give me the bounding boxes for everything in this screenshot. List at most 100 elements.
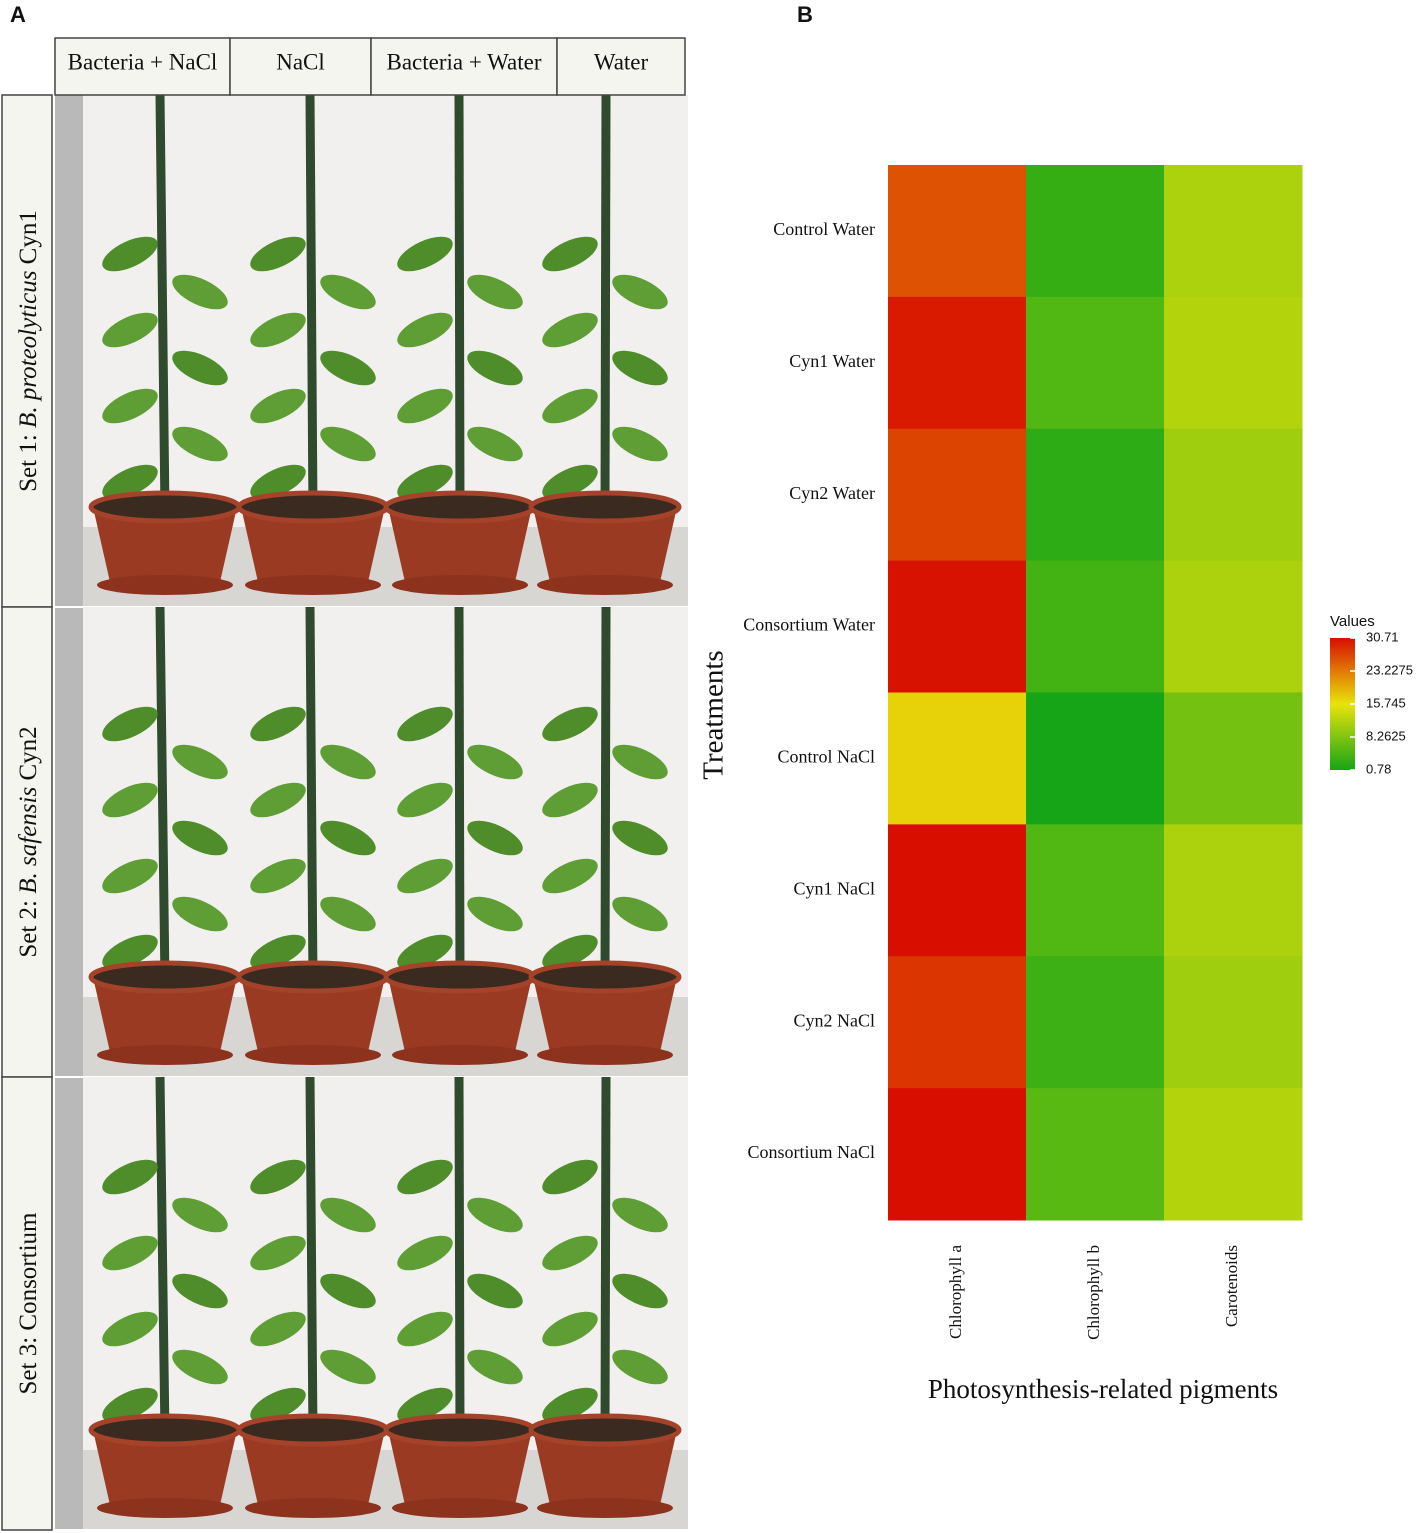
leaf [320, 1273, 376, 1309]
column-label: Chlorophyll b [1084, 1245, 1103, 1340]
leaf [467, 820, 523, 856]
pot [93, 1430, 237, 1505]
leaf [467, 1197, 523, 1233]
heatmap-cell [1164, 1088, 1303, 1221]
row-header-box [1, 606, 53, 1078]
leaf [542, 706, 598, 742]
heatmap-cell [1026, 428, 1165, 562]
saucer [537, 575, 673, 595]
row-header-part: Set 1: [15, 428, 42, 492]
leaf [320, 274, 376, 310]
pot [533, 1430, 677, 1505]
pot-rim [236, 960, 390, 994]
leaf [250, 388, 306, 424]
leaf [397, 1159, 453, 1195]
heatmap-cell [1026, 165, 1165, 298]
leaf [542, 782, 598, 818]
row-header-part: Set 2: [15, 894, 42, 958]
leaf [172, 744, 228, 780]
heatmap-cell [1026, 560, 1165, 693]
leaf [397, 1387, 453, 1423]
leaf [467, 896, 523, 932]
heatmap-cell [888, 1088, 1027, 1221]
leaf [250, 782, 306, 818]
plant-stake [454, 1076, 465, 1436]
colorbar-tick-label: 8.2625 [1366, 728, 1406, 743]
leaf [612, 820, 668, 856]
heatmap-cell [1164, 165, 1303, 298]
saucer [97, 1045, 233, 1065]
pot [93, 507, 237, 582]
colorbar-tick-label: 0.78 [1366, 761, 1391, 776]
leaf [102, 1235, 158, 1271]
column-header: Bacteria + Water [386, 49, 541, 74]
leaf [102, 312, 158, 348]
pot [241, 507, 385, 582]
x-axis-title: Photosynthesis-related pigments [928, 1374, 1278, 1404]
leaf [467, 1273, 523, 1309]
row-header-part: Cyn1 [15, 210, 42, 270]
heatmap-cell [888, 165, 1027, 298]
pot-rim [383, 490, 537, 524]
leaf [542, 1311, 598, 1347]
heatmap-cell [1026, 956, 1165, 1089]
leaf [250, 858, 306, 894]
leaf [467, 274, 523, 310]
leaf [172, 1349, 228, 1385]
pot-rim [236, 1413, 390, 1447]
row-header-box [1, 1076, 53, 1531]
leaf [542, 858, 598, 894]
column-header-box [556, 37, 686, 96]
heatmap-cell [1026, 692, 1165, 825]
saucer [97, 1498, 233, 1518]
saucer [245, 1498, 381, 1518]
leaf [102, 1311, 158, 1347]
leaf [320, 896, 376, 932]
column-header: Water [594, 49, 649, 74]
row-label: Cyn1 Water [789, 351, 875, 371]
leaf [102, 1387, 158, 1423]
leaf [250, 706, 306, 742]
leaf [172, 820, 228, 856]
row-label: Consortium NaCl [747, 1142, 875, 1162]
heatmap-cell [1164, 296, 1303, 430]
leaf [397, 858, 453, 894]
row-header-part: Cyn2 [15, 726, 42, 786]
saucer [392, 1045, 528, 1065]
pot [388, 507, 532, 582]
ruler [55, 95, 83, 1530]
saucer [97, 575, 233, 595]
row-label: Cyn2 Water [789, 483, 875, 503]
plant-stake [155, 606, 170, 983]
leaf [250, 1311, 306, 1347]
leaf [612, 350, 668, 386]
pot-rim [236, 490, 390, 524]
colorbar-tick-label: 23.2275 [1366, 662, 1413, 677]
column-header: Bacteria + NaCl [68, 49, 218, 74]
leaf [397, 934, 453, 970]
leaf [102, 236, 158, 272]
leaf [320, 350, 376, 386]
leaf [397, 388, 453, 424]
leaf [172, 426, 228, 462]
leaf [542, 312, 598, 348]
plant-stake [454, 606, 465, 983]
heatmap-cell [888, 428, 1027, 562]
leaf [467, 426, 523, 462]
column-header-box [54, 37, 231, 96]
heatmap-cell [1164, 560, 1303, 693]
leaf [250, 1159, 306, 1195]
leaf [102, 464, 158, 500]
pot-rim [528, 960, 682, 994]
colorbar-tick-label: 15.745 [1366, 695, 1406, 710]
column-header: NaCl [276, 49, 325, 74]
leaf [172, 350, 228, 386]
pot-rim [88, 960, 242, 994]
saucer [392, 575, 528, 595]
leaf [250, 464, 306, 500]
saucer [537, 1498, 673, 1518]
row-label: Control Water [773, 219, 875, 239]
row-header: Set 3: Consortium [15, 1212, 42, 1395]
saucer [537, 1045, 673, 1065]
saucer [245, 1045, 381, 1065]
